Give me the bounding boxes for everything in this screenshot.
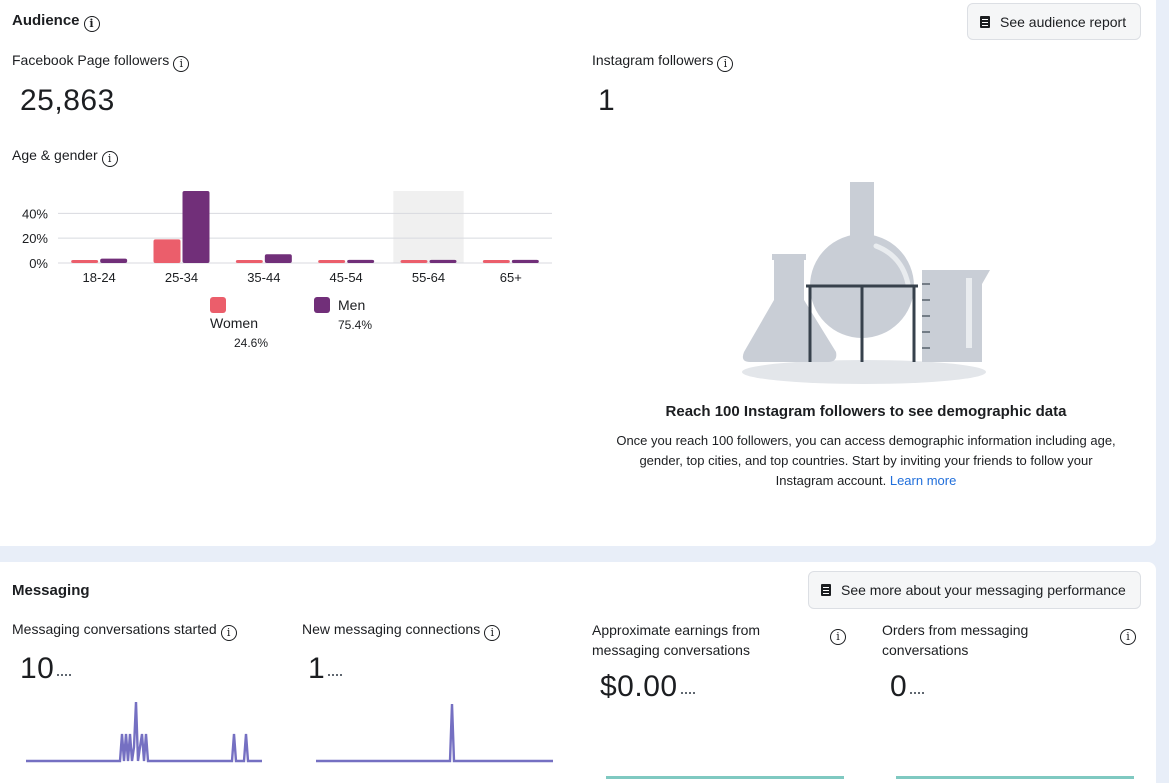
new-connections-sparkline	[316, 703, 553, 763]
y-tick-label: 20%	[22, 231, 48, 246]
metric-earnings-value: $0.00	[600, 670, 695, 704]
metric-orders-value: 0	[890, 670, 925, 704]
info-icon[interactable]: i	[1120, 629, 1136, 645]
bar-women-35-44	[235, 260, 263, 263]
highlight-band	[393, 191, 464, 263]
earnings-sparkline	[606, 776, 844, 779]
info-icon[interactable]: i	[830, 629, 846, 645]
legend-women-pct: 24.6%	[234, 336, 269, 350]
metric-new-connections-label: New messaging connections i	[302, 621, 501, 641]
bar-women-45-54	[318, 260, 346, 263]
bar-men-65+	[511, 259, 539, 263]
info-icon[interactable]: i	[484, 625, 501, 641]
metric-earnings-label: Approximate earnings from messaging conv…	[592, 622, 761, 658]
trend-dash	[680, 690, 695, 694]
trend-dash	[57, 672, 72, 676]
x-tick-label: 25-34	[165, 270, 198, 285]
empty-state-body: Once you reach 100 followers, you can ac…	[616, 433, 1116, 488]
legend-men: Men 75.4%	[314, 297, 384, 332]
conversations-started-sparkline	[26, 702, 262, 763]
bar-women-55-64	[400, 260, 428, 263]
info-icon[interactable]: i	[173, 56, 190, 72]
messaging-performance-button[interactable]: See more about your messaging performanc…	[808, 571, 1141, 609]
lab-glassware-illustration	[742, 182, 990, 384]
audience-card: Audience i See audience report Facebook P…	[0, 0, 1156, 546]
x-tick-label: 45-54	[330, 270, 363, 285]
bar-women-25-34	[153, 239, 181, 263]
info-icon[interactable]: i	[717, 56, 734, 72]
legend-women: Women 24.6%	[210, 297, 280, 350]
x-tick-label: 55-64	[412, 270, 445, 285]
metric-orders-label: Orders from messaging conversations	[882, 622, 1029, 658]
y-tick-label: 40%	[22, 206, 48, 221]
messaging-title: Messaging	[12, 582, 90, 599]
report-icon	[980, 15, 990, 28]
x-tick-label: 18-24	[83, 270, 116, 285]
age-gender-label: Age & gender i	[12, 147, 118, 167]
empty-state-title: Reach 100 Instagram followers to see dem…	[665, 403, 1067, 420]
legend-women-swatch	[210, 297, 226, 313]
legend-men-swatch	[314, 297, 330, 313]
bar-men-25-34	[182, 191, 210, 263]
bar-men-35-44	[264, 254, 292, 263]
orders-sparkline	[896, 776, 1134, 779]
audience-title: Audience i	[12, 12, 100, 32]
info-icon[interactable]: i	[83, 16, 100, 32]
x-tick-label: 35-44	[247, 270, 280, 285]
learn-more-link[interactable]: Learn more	[889, 473, 957, 488]
info-icon[interactable]: i	[101, 151, 118, 167]
bar-men-55-64	[429, 259, 457, 263]
y-tick-label: 0%	[29, 256, 48, 271]
bar-men-18-24	[100, 258, 128, 263]
messaging-card: Messaging See more about your messaging …	[0, 562, 1156, 783]
x-tick-label: 65+	[500, 270, 522, 285]
trend-dash	[910, 690, 925, 694]
facebook-followers-label: Facebook Page followers i	[12, 52, 190, 72]
legend-men-pct: 75.4%	[338, 318, 373, 332]
bar-women-18-24	[71, 260, 99, 263]
see-audience-report-button[interactable]: See audience report	[967, 3, 1141, 40]
facebook-followers-value: 25,863	[20, 84, 115, 117]
bar-women-65+	[482, 260, 510, 263]
metric-conversations-started-label: Messaging conversations started i	[12, 621, 237, 641]
trend-dash	[328, 672, 343, 676]
bar-men-45-54	[347, 259, 375, 263]
info-icon[interactable]: i	[220, 625, 237, 641]
age-gender-chart: 40% 20% 0% 18-24 25-34 35-44 45-54 55-64 65+	[22, 191, 552, 285]
metric-new-connections-value: 1	[308, 652, 343, 686]
report-icon	[821, 584, 831, 596]
metric-conversations-started-value: 10	[20, 652, 72, 686]
instagram-followers-value: 1	[598, 84, 616, 117]
instagram-followers-label: Instagram followers i	[592, 52, 734, 72]
